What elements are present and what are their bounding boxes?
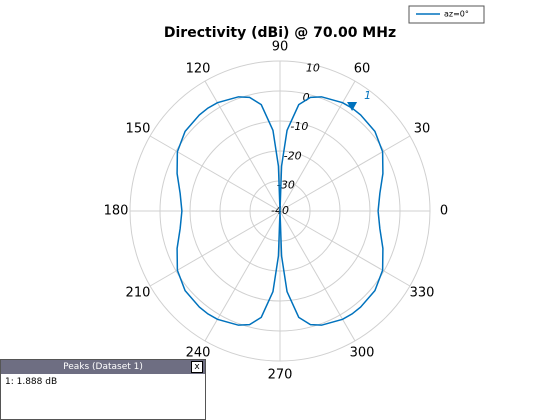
- r-tick-label: -20: [284, 149, 302, 162]
- grid-spoke: [204, 210, 281, 342]
- peak-marker: [347, 102, 358, 112]
- theta-tick-label: 0: [440, 204, 448, 219]
- grid-spoke: [279, 210, 356, 342]
- theta-tick-label: 300: [350, 346, 375, 361]
- peak-marker-label: 1: [364, 89, 371, 102]
- r-tick-label: 10: [306, 62, 320, 75]
- theta-tick-label: 60: [354, 61, 371, 76]
- theta-tick-label: 180: [104, 204, 129, 219]
- grid-spoke: [279, 135, 411, 212]
- peak-entry: 1: 1.888 dB: [5, 377, 58, 387]
- theta-tick-label: 30: [414, 122, 431, 137]
- theta-tick-label: 330: [410, 286, 435, 301]
- grid-spoke: [149, 210, 281, 287]
- peaks-panel: Peaks (Dataset 1) x 1: 1.888 dB: [0, 359, 206, 420]
- legend-label: az=0°: [444, 10, 469, 19]
- theta-tick-label: 150: [126, 122, 151, 137]
- r-tick-label: 0: [303, 91, 310, 104]
- grid-spoke: [279, 210, 411, 287]
- theta-tick-label: 210: [126, 286, 151, 301]
- r-tick-label: -10: [290, 120, 308, 133]
- theta-tick-label: 120: [186, 61, 211, 76]
- grid-spoke: [204, 80, 281, 212]
- theta-tick-label: 240: [186, 346, 211, 361]
- theta-tick-label: 90: [272, 40, 289, 55]
- pattern-line: [176, 96, 384, 326]
- chart-title: Directivity (dBi) @ 70.00 MHz: [164, 25, 396, 41]
- close-button[interactable]: x: [191, 361, 203, 373]
- legend: [408, 5, 485, 24]
- panel-title-bar: Peaks (Dataset 1) x: [1, 360, 205, 374]
- theta-tick-label: 270: [268, 368, 293, 383]
- panel-title: Peaks (Dataset 1): [63, 362, 143, 372]
- grid-spoke: [149, 135, 281, 212]
